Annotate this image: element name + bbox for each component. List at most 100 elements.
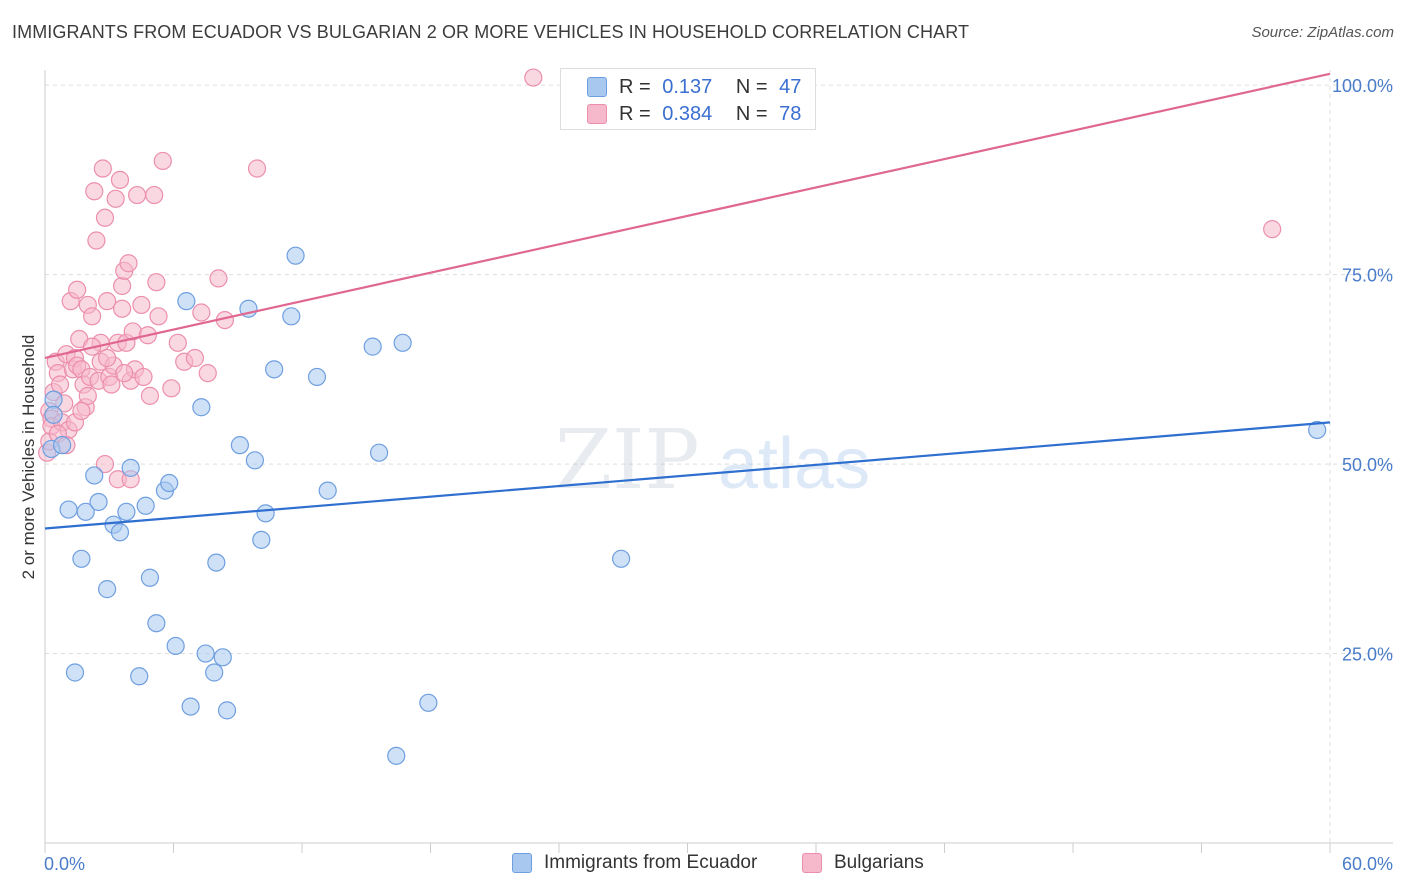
bulgarian-point [115, 364, 134, 383]
bulgarian-point [68, 280, 87, 299]
bulgarian-point [132, 295, 151, 315]
bulgarian-point [110, 170, 130, 189]
ecuador-point [245, 451, 264, 470]
legend-swatch-ecuador [512, 853, 532, 873]
bulgarian-point [162, 379, 181, 398]
legend-n-label: N = [735, 102, 768, 125]
ecuador-point [318, 481, 337, 500]
bulgarian-point [72, 401, 91, 421]
bulgarian-point [98, 292, 117, 311]
ecuador-trend-line [44, 421, 1331, 530]
legend-swatch-bulgarians [802, 853, 822, 873]
ecuador-point [612, 549, 631, 568]
data-points [38, 68, 1327, 765]
ecuador-point [393, 333, 412, 352]
x-tick-label: 60.0% [1342, 854, 1393, 874]
ecuador-point [282, 307, 301, 326]
ecuador-point [160, 473, 179, 493]
ecuador-point [387, 746, 406, 765]
y-tick-label: 100.0% [1332, 76, 1393, 96]
trend-lines [44, 72, 1331, 530]
ecuador-point [59, 500, 78, 519]
ecuador-point [117, 502, 136, 521]
ecuador-point [76, 502, 95, 521]
bulgarian-point [102, 375, 121, 394]
bottom-legend-bulgarians[interactable]: Bulgarians [802, 852, 924, 874]
ecuador-point [98, 580, 117, 599]
bulgarian-point [524, 68, 543, 87]
ecuador-point [370, 443, 389, 462]
bulgarian-point [83, 307, 102, 326]
bulgarian-point [95, 208, 115, 227]
ecuador-point [147, 614, 166, 633]
legend-n-value: 47 [779, 75, 802, 98]
bulgarian-point [106, 189, 125, 208]
source-label: Source: ZipAtlas.com [1251, 24, 1394, 41]
bulgarian-point [168, 333, 187, 352]
legend-r-value: 0.384 [662, 102, 713, 125]
bulgarian-point [95, 454, 115, 474]
ecuador-point [121, 458, 140, 477]
bulgarian-point [192, 303, 211, 322]
legend-n-value: 78 [779, 102, 802, 125]
watermark: ZIP atlas [555, 413, 870, 508]
ecuador-point [140, 568, 160, 587]
ecuador-point [89, 492, 108, 512]
ecuador-point [136, 496, 155, 515]
ecuador-point [1308, 420, 1327, 440]
bulgarian-point [145, 185, 164, 205]
bulgarian-point [50, 375, 70, 394]
ecuador-point [44, 405, 63, 424]
ecuador-point [177, 292, 196, 311]
bulgarian-point [127, 185, 147, 205]
bulgarian-point [198, 364, 217, 383]
ecuador-point [44, 390, 63, 409]
legend-label-ecuador: Immigrants from Ecuador [544, 852, 758, 873]
bulgarian-point [149, 307, 168, 326]
ecuador-point [363, 337, 382, 356]
bulgarian-point [85, 182, 104, 201]
watermark-atlas: atlas [718, 424, 870, 504]
ecuador-point [217, 701, 237, 720]
ecuador-point [181, 697, 200, 716]
legend-swatch-ecuador [587, 77, 607, 97]
ecuador-point [307, 367, 327, 387]
bulgarian-point [119, 254, 138, 273]
gridlines [45, 70, 1393, 843]
bulgarian-point [134, 367, 153, 387]
y-tick-label: 25.0% [1342, 645, 1393, 665]
bulgarian-point [153, 151, 172, 171]
bulgarian-point [98, 348, 117, 368]
ecuador-point [166, 636, 185, 656]
ecuador-point [65, 663, 85, 682]
bulgarian-point [185, 348, 205, 368]
x-tick-labels: 0.0% 60.0% [44, 854, 1393, 874]
legend-r-value: 0.137 [662, 75, 713, 98]
bulgarian-point [247, 159, 267, 178]
ecuador-point [230, 436, 249, 455]
ecuador-point [130, 667, 149, 686]
ecuador-point [286, 246, 305, 265]
ecuador-point [192, 398, 211, 417]
ecuador-point [72, 549, 91, 568]
bulgarian-point [112, 276, 132, 296]
chart-title: IMMIGRANTS FROM ECUADOR VS BULGARIAN 2 O… [12, 22, 970, 42]
ecuador-point [419, 693, 438, 712]
ecuador-point [256, 504, 275, 523]
x-tick-label: 0.0% [44, 854, 85, 874]
bulgarian-point [87, 231, 106, 250]
ecuador-point [53, 436, 72, 455]
legend-label-bulgarians: Bulgarians [834, 852, 924, 873]
ecuador-point [85, 466, 104, 485]
bulgarian-point [147, 273, 166, 292]
bulgarian-point [209, 269, 228, 288]
ecuador-point [252, 530, 271, 549]
ecuador-point [205, 663, 224, 682]
bottom-legend-ecuador[interactable]: Immigrants from Ecuador [512, 852, 757, 874]
correlation-legend: R = 0.137 N = 47 R = 0.384 N = 78 [560, 68, 816, 130]
legend-n-label: N = [735, 75, 768, 98]
ecuador-point [110, 523, 130, 542]
legend-r-label: R = [619, 102, 651, 125]
ecuador-point [207, 553, 226, 572]
